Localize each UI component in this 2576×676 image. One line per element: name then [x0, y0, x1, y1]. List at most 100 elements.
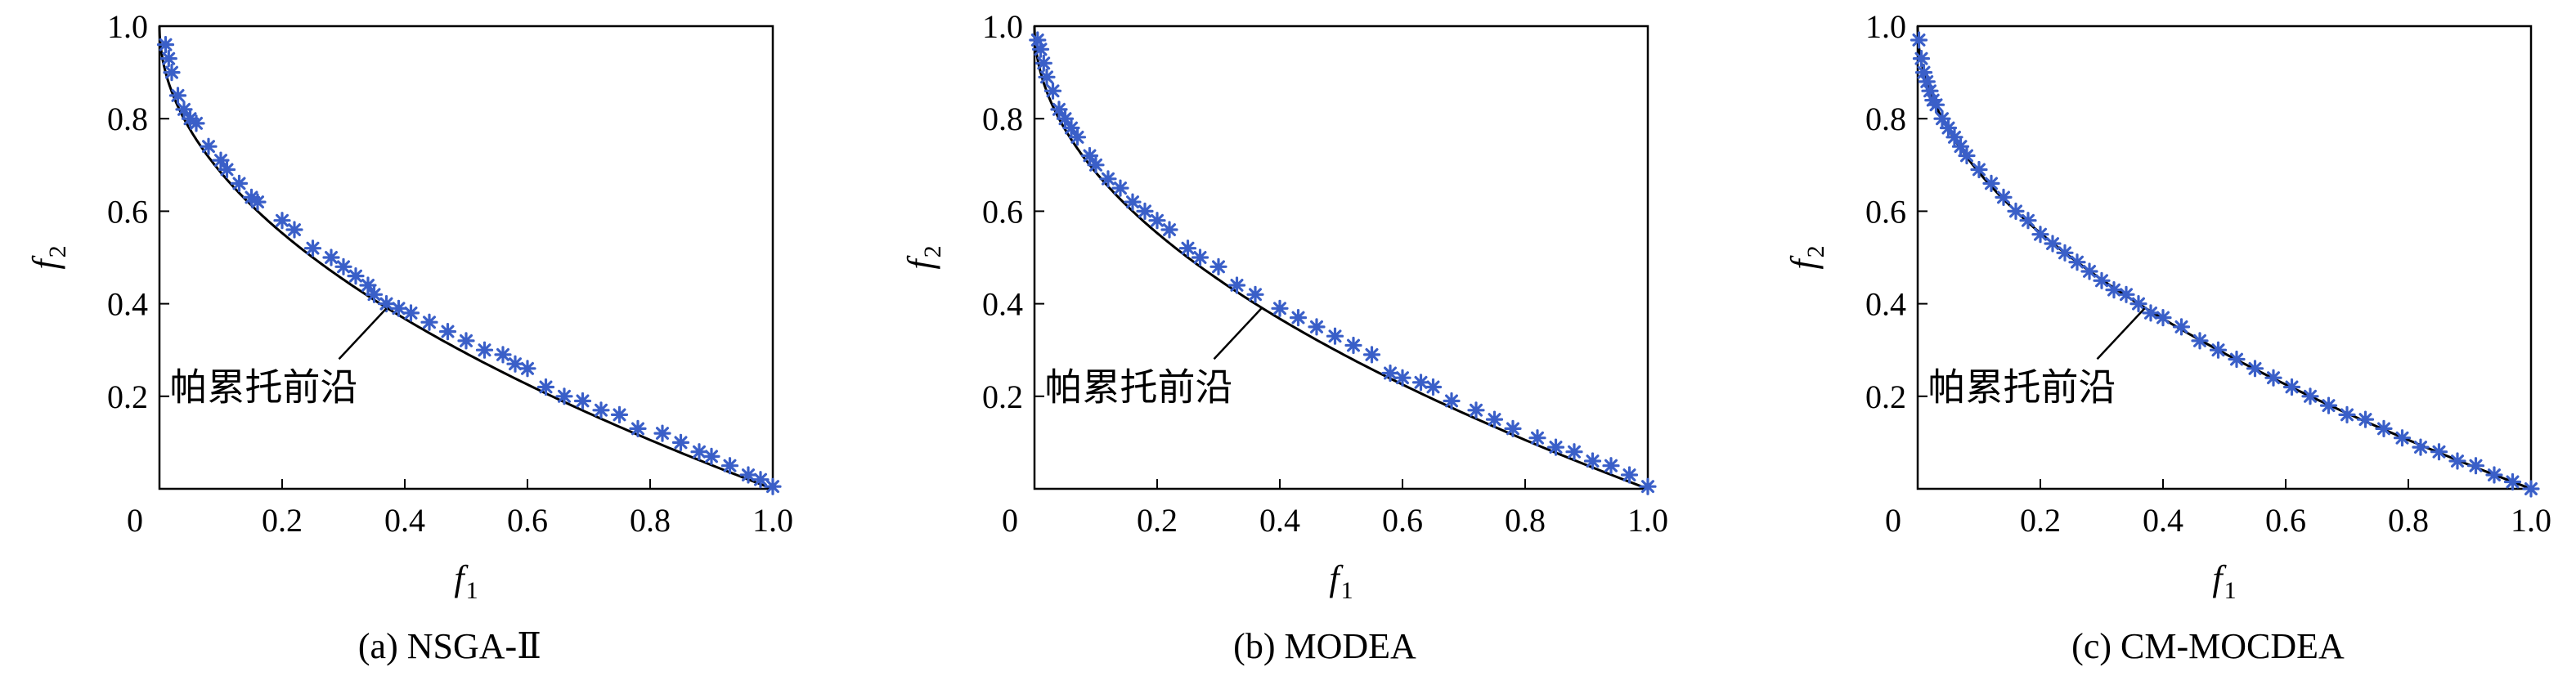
- data-point: [1546, 438, 1565, 456]
- data-point: [159, 50, 177, 68]
- data-point: [168, 87, 187, 105]
- data-point: [2503, 472, 2522, 491]
- data-point: [1411, 374, 1430, 392]
- data-point: [2154, 309, 2172, 327]
- y-tick-label: 0.2: [107, 378, 148, 415]
- data-point: [2056, 244, 2074, 262]
- data-point: [249, 193, 267, 211]
- data-point: [1914, 64, 1933, 82]
- data-point: [1918, 73, 1936, 91]
- x-tick-label: 0.8: [630, 502, 671, 539]
- x-tick-label: 0.2: [262, 502, 303, 539]
- data-point: [2430, 443, 2448, 461]
- data-point: [322, 248, 340, 266]
- data-point: [1921, 82, 1939, 100]
- data-point: [1565, 443, 1583, 461]
- data-point: [2172, 318, 2191, 336]
- y-tick-label: 1.0: [982, 8, 1023, 45]
- data-point: [2031, 226, 2049, 244]
- data-point: [690, 443, 708, 461]
- chart-panel-2: 0.2 0.2 0.4 0.4 0.6 0.6 0.8 0.8 1.0 1.0 0 帕累托前沿 f1 f2…: [900, 8, 1668, 666]
- data-point: [2375, 419, 2393, 437]
- data-point: [1326, 327, 1344, 345]
- data-point: [2129, 295, 2147, 313]
- x-tick-label: 1.0: [1627, 502, 1668, 539]
- data-point: [402, 304, 420, 322]
- data-point: [1029, 31, 1047, 49]
- data-point: [1982, 174, 2000, 192]
- x-tick-label: 0.2: [2020, 502, 2061, 539]
- data-point: [218, 160, 236, 179]
- data-point: [2338, 405, 2356, 423]
- data-point: [475, 341, 494, 359]
- panel-caption: (a) NSGA-Ⅱ: [358, 626, 541, 666]
- data-point: [573, 392, 592, 410]
- data-point: [2007, 202, 2025, 220]
- x-axis-label: f1: [1329, 558, 1353, 604]
- data-point: [156, 36, 175, 54]
- data-point: [1393, 369, 1411, 387]
- data-point: [2019, 212, 2037, 230]
- y-tick-label: 0.8: [107, 101, 148, 137]
- data-point: [347, 267, 365, 285]
- data-point: [1602, 457, 1620, 475]
- data-point: [1910, 31, 1928, 49]
- data-point: [1970, 160, 1988, 179]
- plot-frame: [158, 25, 774, 490]
- y-tick-label: 1.0: [107, 8, 148, 45]
- data-point: [1620, 466, 1639, 484]
- x-tick-label: 0.2: [1137, 502, 1178, 539]
- annotation-leader: [1213, 307, 1263, 360]
- data-point: [1912, 50, 1931, 68]
- y-tick-label: 1.0: [1865, 8, 1906, 45]
- data-point: [1148, 212, 1166, 230]
- data-point: [1038, 68, 1056, 86]
- x-tick-label: 0.6: [1382, 502, 1423, 539]
- chart-panel-1: 0.2 0.2 0.4 0.4 0.6 0.6 0.8 0.8 1.0 1.0 0 帕累托前沿 f1 f2…: [25, 8, 793, 666]
- data-point: [764, 477, 782, 495]
- annotation-leader: [338, 307, 388, 360]
- data-point: [1178, 240, 1197, 257]
- data-point: [2246, 360, 2264, 378]
- data-point: [1246, 285, 1264, 303]
- data-point: [1995, 188, 2013, 206]
- data-point: [2209, 341, 2228, 359]
- y-tick-label: 0.2: [1865, 378, 1906, 415]
- data-point: [2068, 253, 2086, 271]
- data-point: [303, 240, 322, 257]
- data-point: [2319, 396, 2338, 414]
- data-point: [230, 174, 249, 192]
- data-point: [739, 466, 757, 484]
- y-tick-label: 0.4: [1865, 286, 1906, 323]
- data-point: [1136, 202, 1154, 220]
- origin-label: 0: [1002, 502, 1018, 539]
- origin-label: 0: [1885, 502, 1901, 539]
- data-point: [752, 471, 770, 489]
- data-point: [2191, 332, 2209, 350]
- chart-panel-3: 0.2 0.2 0.4 0.4 0.6 0.6 0.8 0.8 1.0 1.0 0 帕累托前沿 f1 f2…: [1784, 8, 2551, 666]
- y-tick-label: 0.4: [107, 286, 148, 323]
- data-point: [506, 355, 524, 373]
- data-point: [1068, 128, 1087, 146]
- data-point: [2448, 452, 2466, 470]
- panel-caption: (c) CM-MOCDEA: [2071, 626, 2345, 666]
- data-point: [1362, 346, 1381, 364]
- data-point: [1191, 248, 1209, 266]
- x-axis-label: f1: [2212, 558, 2236, 604]
- data-point: [163, 64, 181, 82]
- data-point: [1344, 336, 1362, 355]
- y-axis-label: f2: [900, 245, 946, 269]
- data-point: [2485, 466, 2503, 484]
- x-tick-label: 0.6: [507, 502, 548, 539]
- data-point: [1945, 128, 1963, 146]
- data-point: [2105, 281, 2123, 299]
- data-point: [1927, 96, 1945, 114]
- data-point: [1043, 82, 1062, 100]
- data-point: [702, 447, 720, 465]
- data-point: [2393, 429, 2412, 447]
- data-point: [592, 401, 610, 419]
- data-point: [2282, 378, 2301, 396]
- data-point: [1289, 309, 1308, 327]
- x-tick-label: 0.4: [2143, 502, 2183, 539]
- data-point: [536, 378, 555, 396]
